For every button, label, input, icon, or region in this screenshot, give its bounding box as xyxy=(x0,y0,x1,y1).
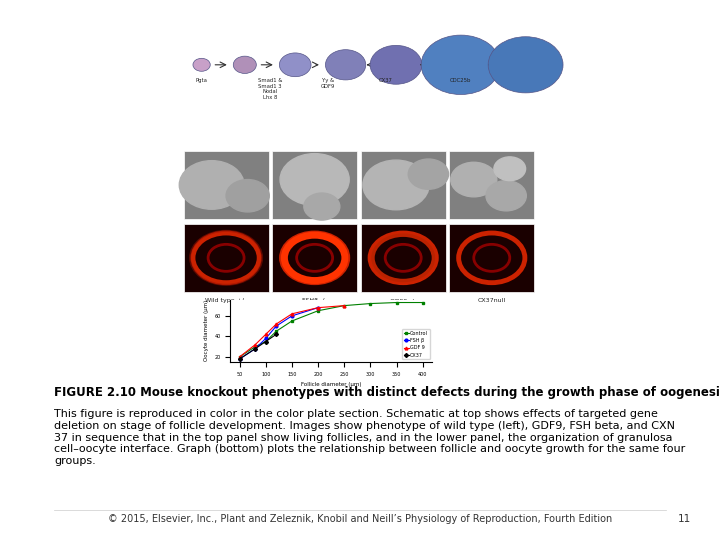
Circle shape xyxy=(193,58,210,71)
Control xyxy=(272,328,281,334)
FSH β xyxy=(251,346,260,352)
CX37 xyxy=(251,346,260,352)
Circle shape xyxy=(325,50,366,80)
Line: FSH β: FSH β xyxy=(238,306,320,360)
Text: CX37null: CX37null xyxy=(477,298,506,303)
FSH β xyxy=(261,335,270,342)
Text: Wild type +/-: Wild type +/- xyxy=(205,298,247,303)
FancyBboxPatch shape xyxy=(361,151,446,219)
Line: CX37: CX37 xyxy=(238,333,278,360)
Circle shape xyxy=(226,179,269,212)
Control xyxy=(392,299,401,306)
Circle shape xyxy=(488,37,563,93)
Text: FSHβ -/-: FSHβ -/- xyxy=(302,298,327,303)
Circle shape xyxy=(421,35,500,94)
Text: Smad1 &
Smad1 3
Nodal
Lhx 8: Smad1 & Smad1 3 Nodal Lhx 8 xyxy=(258,78,282,100)
Circle shape xyxy=(451,162,497,197)
FSH β xyxy=(235,356,244,362)
GDF 9 xyxy=(251,341,260,348)
FancyBboxPatch shape xyxy=(449,224,534,292)
FSH β xyxy=(314,305,323,311)
Circle shape xyxy=(486,180,526,211)
Control xyxy=(261,338,270,345)
CX37 xyxy=(235,356,244,362)
Circle shape xyxy=(408,159,449,189)
Text: This figure is reproduced in color in the color plate section. Schematic at top : This figure is reproduced in color in th… xyxy=(54,409,685,465)
Text: GDF9 -/-: GDF9 -/- xyxy=(390,298,416,303)
Circle shape xyxy=(304,193,340,220)
GDF 9 xyxy=(235,354,244,360)
Control xyxy=(314,307,323,314)
FancyBboxPatch shape xyxy=(361,224,446,292)
Control xyxy=(366,300,375,307)
GDF 9 xyxy=(340,302,348,309)
Text: Yy &
GDF9: Yy & GDF9 xyxy=(320,78,335,89)
FancyBboxPatch shape xyxy=(449,151,534,219)
Text: Pgta: Pgta xyxy=(196,78,207,83)
Control xyxy=(251,343,260,350)
Circle shape xyxy=(363,160,429,210)
Circle shape xyxy=(280,153,349,206)
Control xyxy=(340,302,348,309)
Circle shape xyxy=(370,45,422,84)
Control xyxy=(418,299,427,306)
Control xyxy=(287,318,296,324)
Circle shape xyxy=(494,157,526,180)
X-axis label: Follicle diameter (μm): Follicle diameter (μm) xyxy=(301,382,361,387)
FancyBboxPatch shape xyxy=(272,224,357,292)
Text: FIGURE 2.10 Mouse knockout phenotypes with distinct defects during the growth ph: FIGURE 2.10 Mouse knockout phenotypes wi… xyxy=(54,386,720,399)
GDF 9 xyxy=(287,310,296,317)
Text: CDC25b: CDC25b xyxy=(450,78,472,83)
GDF 9 xyxy=(272,321,281,327)
Text: CX37: CX37 xyxy=(378,78,392,83)
GDF 9 xyxy=(314,305,323,311)
CX37 xyxy=(272,331,281,338)
Circle shape xyxy=(279,53,311,77)
FSH β xyxy=(287,313,296,319)
Text: 11: 11 xyxy=(678,515,691,524)
CX37 xyxy=(261,338,270,345)
Control xyxy=(235,354,244,360)
Y-axis label: Oocyte diameter (μm): Oocyte diameter (μm) xyxy=(204,300,209,361)
FSH β xyxy=(272,323,281,329)
FancyBboxPatch shape xyxy=(272,151,357,219)
Line: GDF 9: GDF 9 xyxy=(238,304,346,359)
GDF 9 xyxy=(261,331,270,338)
Text: © 2015, Elsevier, Inc., Plant and Zeleznik, Knobil and Neill’s Physiology of Rep: © 2015, Elsevier, Inc., Plant and Zelezn… xyxy=(108,515,612,524)
Circle shape xyxy=(179,160,244,209)
FancyBboxPatch shape xyxy=(184,151,269,219)
Legend: Control, FSH β, GDF 9, CX37: Control, FSH β, GDF 9, CX37 xyxy=(402,329,430,359)
Circle shape xyxy=(233,56,256,73)
Line: Control: Control xyxy=(238,301,424,359)
FancyBboxPatch shape xyxy=(184,224,269,292)
